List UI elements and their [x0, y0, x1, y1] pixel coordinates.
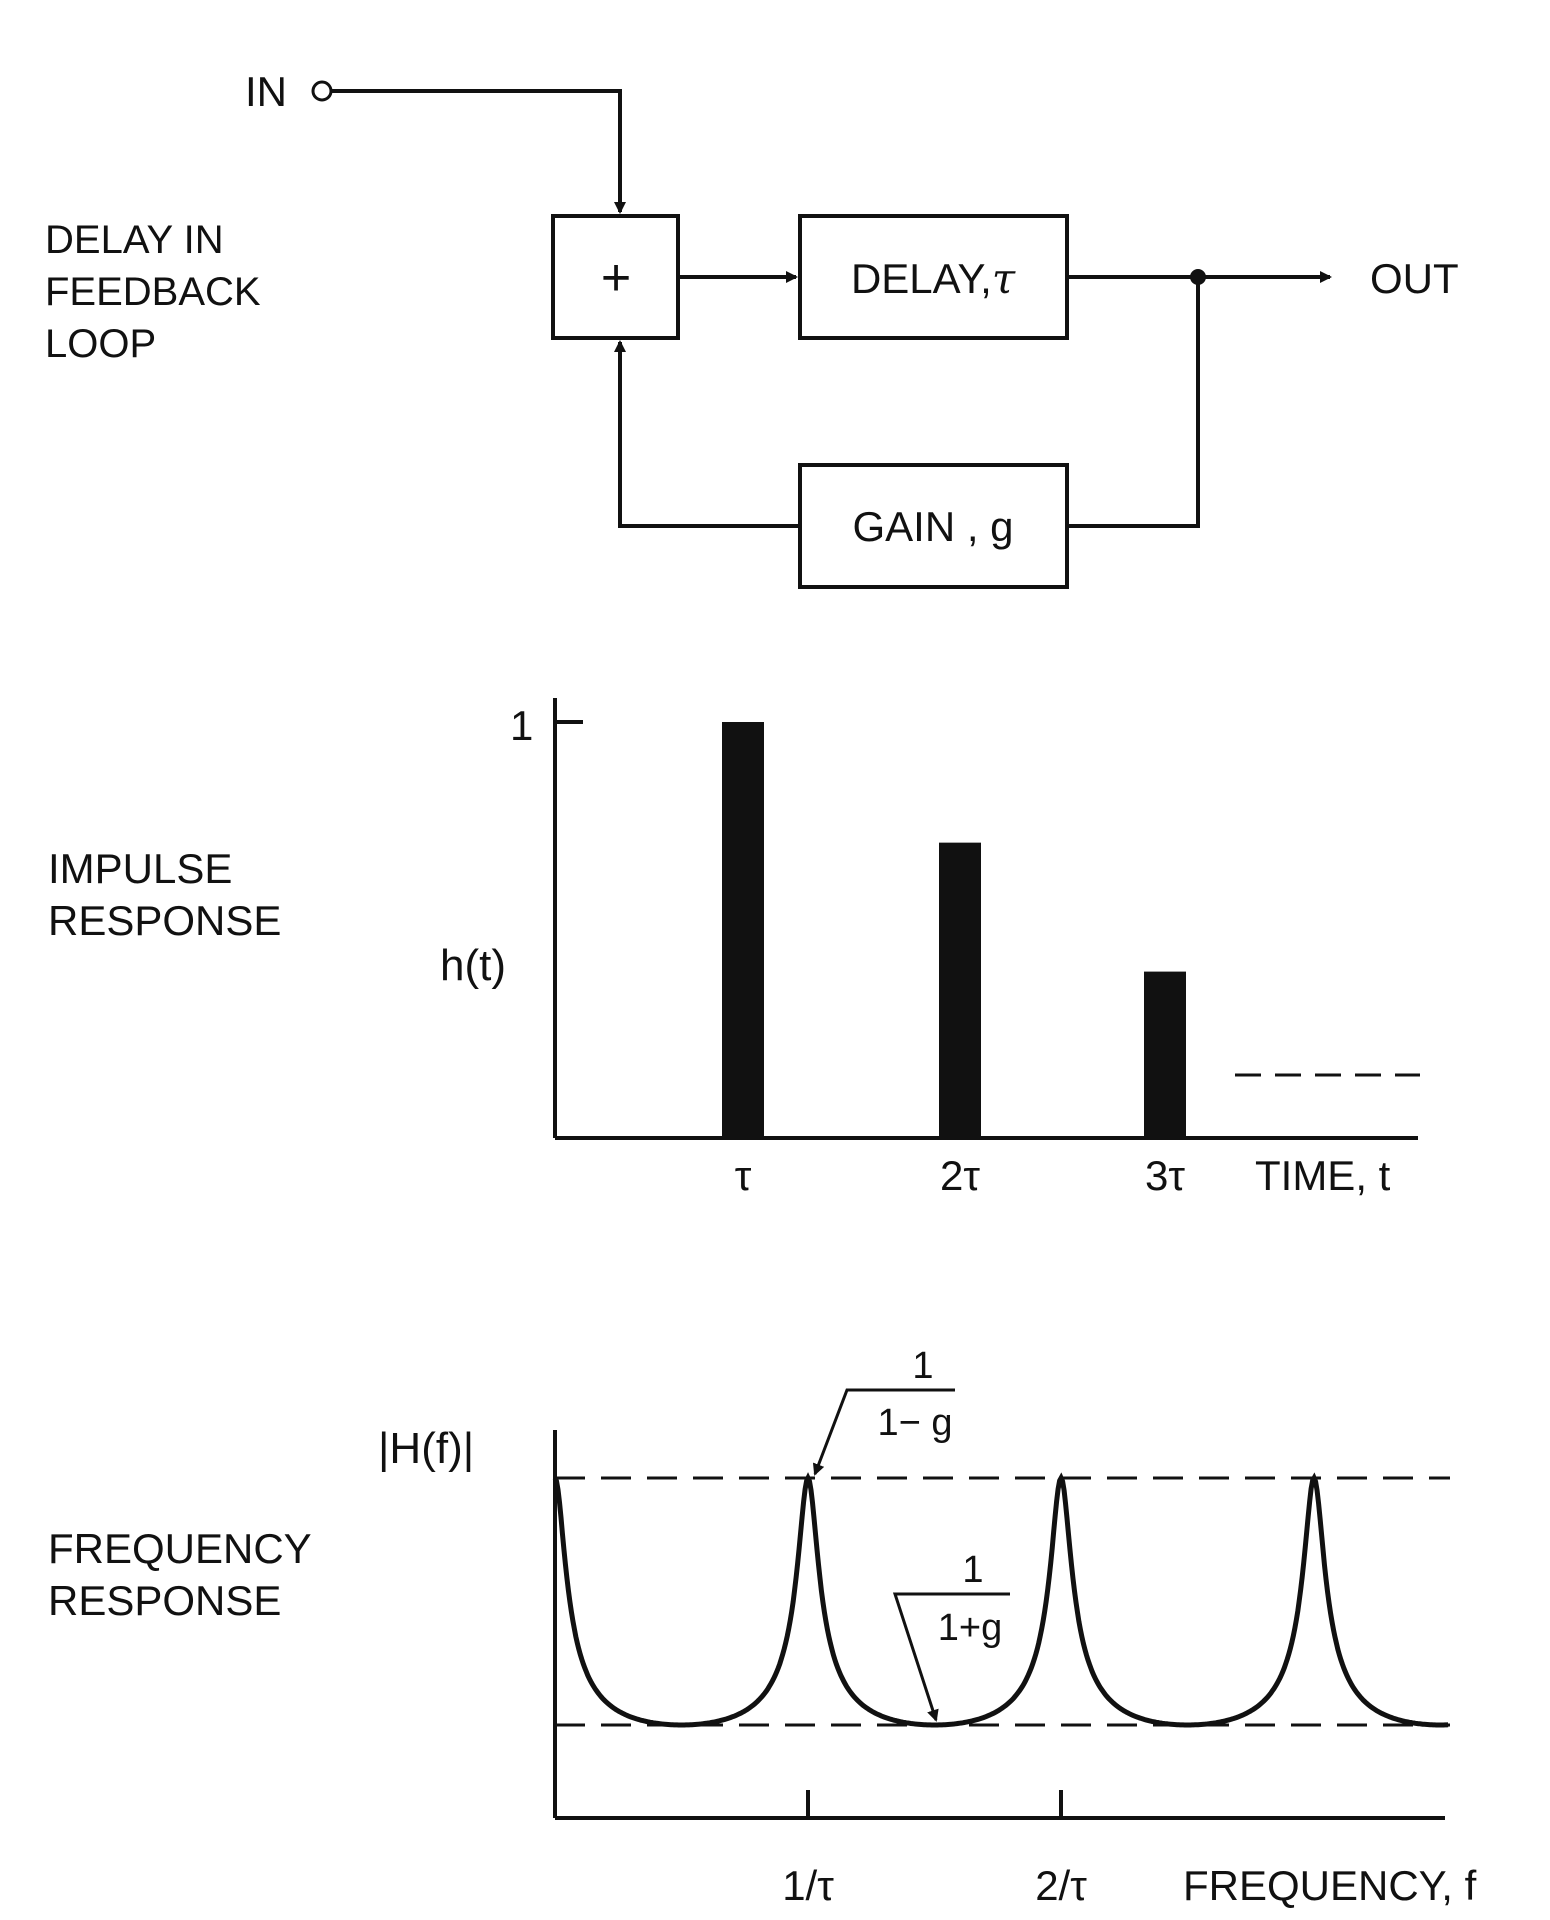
- block-diagram: DELAY IN FEEDBACK LOOP IN + DELAY,τ OUT …: [45, 68, 1459, 589]
- impulse-bar: [722, 722, 764, 1138]
- impulse-y-label: h(t): [440, 941, 506, 990]
- gain-block-label: GAIN , g: [852, 503, 1013, 550]
- delay-tau-symbol: τ: [992, 254, 1016, 303]
- frequency-response-curve: [552, 1472, 1449, 1728]
- impulse-x-tick-label: 2τ: [940, 1152, 980, 1199]
- impulse-x-tick-label: τ: [735, 1152, 752, 1199]
- summer-symbol: +: [601, 249, 631, 307]
- frequency-x-tick-label: 2/τ: [1035, 1862, 1087, 1909]
- impulse-section-label-line1: IMPULSE: [48, 845, 232, 892]
- frequency-x-tick-label: 1/τ: [782, 1862, 834, 1909]
- impulse-section-label-line2: RESPONSE: [48, 897, 281, 944]
- feedback-wire-left: [614, 340, 800, 528]
- min-annotation-numerator: 1: [962, 1549, 983, 1591]
- frequency-x-ticks: 1/τ 2/τ: [782, 1790, 1087, 1909]
- output-label: OUT: [1370, 255, 1459, 302]
- impulse-x-label: TIME, t: [1255, 1152, 1391, 1199]
- impulse-response-chart: IMPULSE RESPONSE 1 h(t) τ 2τ 3τ TIME, t: [48, 698, 1420, 1199]
- block-diagram-section-label-line3: LOOP: [45, 322, 156, 366]
- impulse-bar: [1144, 971, 1186, 1138]
- impulse-x-tick-label: 3τ: [1145, 1152, 1185, 1199]
- max-annotation-numerator: 1: [912, 1345, 933, 1387]
- min-annotation-denominator: 1+g: [938, 1607, 1002, 1649]
- frequency-y-label: |H(f)|: [378, 1424, 474, 1473]
- frequency-response-chart: FREQUENCY RESPONSE |H(f)| 1/τ 2/τ FREQUEN…: [48, 1345, 1477, 1909]
- block-diagram-section-label-line1: DELAY IN: [45, 218, 224, 262]
- delay-label-text: DELAY,: [851, 255, 992, 302]
- impulse-y-tick-label: 1: [510, 702, 533, 749]
- min-annotation-leader: [892, 1592, 939, 1722]
- max-annotation-denominator: 1− g: [877, 1402, 952, 1444]
- frequency-section-label-line2: RESPONSE: [48, 1577, 281, 1624]
- feedback-wire-right: [1067, 277, 1200, 528]
- impulse-bars: [722, 722, 1186, 1138]
- impulse-bar: [939, 842, 981, 1138]
- input-terminal: [311, 80, 333, 102]
- frequency-section-label-line1: FREQUENCY: [48, 1525, 312, 1572]
- impulse-tick-labels: τ 2τ 3τ: [735, 1152, 1186, 1199]
- input-label: IN: [245, 68, 287, 115]
- input-wire: [331, 89, 626, 214]
- block-diagram-section-label-line2: FEEDBACK: [45, 270, 261, 314]
- delay-block-label: DELAY,τ: [851, 254, 1016, 303]
- max-annotation-leader: [812, 1388, 858, 1476]
- frequency-x-label: FREQUENCY, f: [1183, 1862, 1477, 1909]
